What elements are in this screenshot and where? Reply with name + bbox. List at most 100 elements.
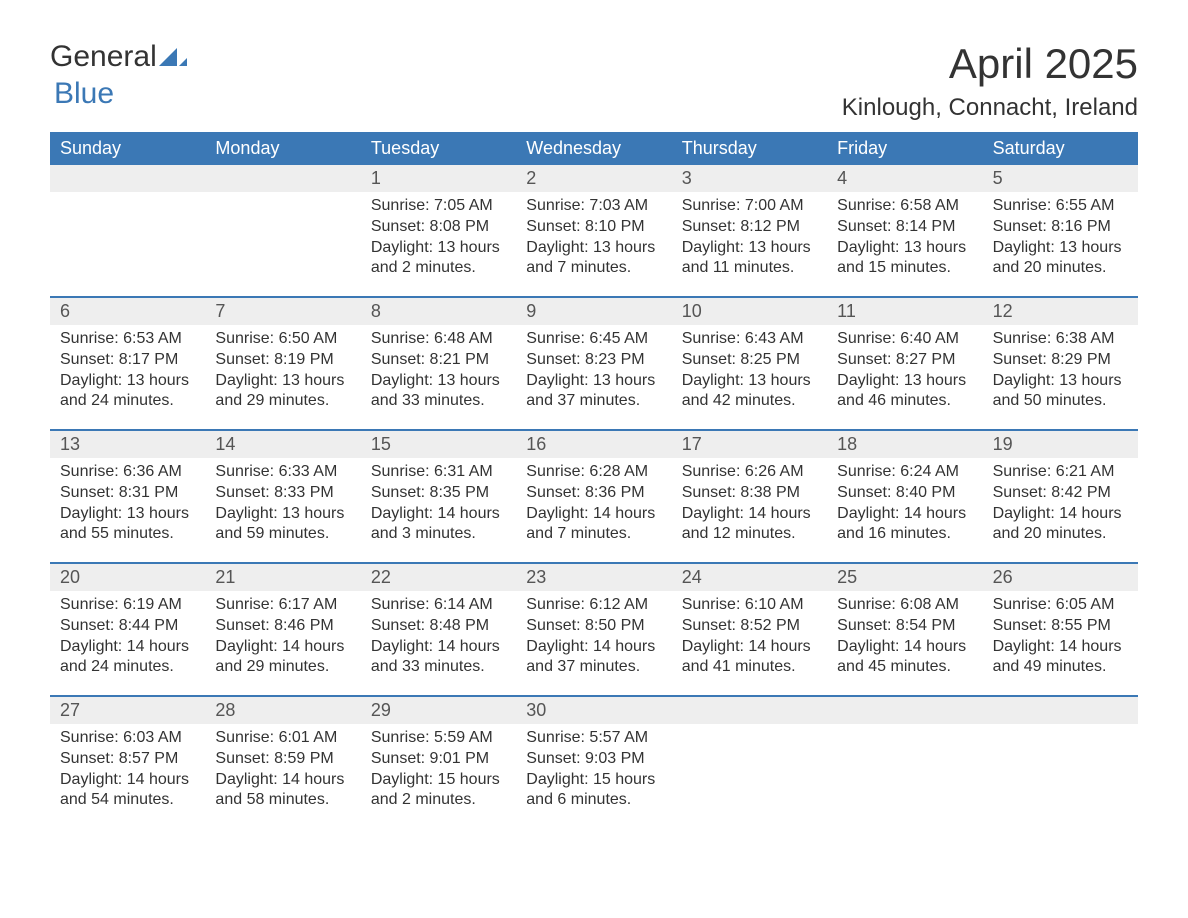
day-cell-line: Sunset: 8:36 PM	[526, 483, 661, 504]
calendar: Sunday Monday Tuesday Wednesday Thursday…	[50, 132, 1138, 828]
date-number: 3	[672, 165, 827, 192]
day-cell: Sunrise: 6:21 AMSunset: 8:42 PMDaylight:…	[983, 458, 1138, 562]
day-cell: Sunrise: 6:26 AMSunset: 8:38 PMDaylight:…	[672, 458, 827, 562]
day-cell-line: Daylight: 13 hours	[837, 371, 972, 392]
day-cell-line: Sunset: 8:33 PM	[215, 483, 350, 504]
day-cell-line: and 20 minutes.	[993, 524, 1128, 545]
weeks-container: 12345Sunrise: 7:05 AMSunset: 8:08 PMDayl…	[50, 165, 1138, 828]
date-number: 23	[516, 564, 671, 591]
date-number: 18	[827, 431, 982, 458]
week-row: 13141516171819Sunrise: 6:36 AMSunset: 8:…	[50, 429, 1138, 562]
day-cell-line: Sunset: 8:46 PM	[215, 616, 350, 637]
date-number: 8	[361, 298, 516, 325]
day-content-row: Sunrise: 7:05 AMSunset: 8:08 PMDaylight:…	[50, 192, 1138, 296]
day-cell: Sunrise: 6:43 AMSunset: 8:25 PMDaylight:…	[672, 325, 827, 429]
day-cell-line: Daylight: 13 hours	[993, 371, 1128, 392]
day-cell: Sunrise: 6:53 AMSunset: 8:17 PMDaylight:…	[50, 325, 205, 429]
day-cell	[672, 724, 827, 828]
day-cell-line: Daylight: 14 hours	[371, 504, 506, 525]
day-cell-line: Sunset: 8:10 PM	[526, 217, 661, 238]
date-number: 21	[205, 564, 360, 591]
weekday-header-row: Sunday Monday Tuesday Wednesday Thursday…	[50, 132, 1138, 165]
day-cell-line: Sunset: 8:12 PM	[682, 217, 817, 238]
day-cell-line: Daylight: 14 hours	[993, 504, 1128, 525]
day-cell	[50, 192, 205, 296]
date-number-row: 12345	[50, 165, 1138, 192]
day-cell-line: and 20 minutes.	[993, 258, 1128, 279]
day-cell-line: and 3 minutes.	[371, 524, 506, 545]
day-cell: Sunrise: 5:59 AMSunset: 9:01 PMDaylight:…	[361, 724, 516, 828]
day-cell: Sunrise: 6:58 AMSunset: 8:14 PMDaylight:…	[827, 192, 982, 296]
day-cell-line: Daylight: 13 hours	[526, 238, 661, 259]
day-cell-line: Sunrise: 6:33 AM	[215, 462, 350, 483]
day-content-row: Sunrise: 6:36 AMSunset: 8:31 PMDaylight:…	[50, 458, 1138, 562]
date-number: 15	[361, 431, 516, 458]
date-number: 5	[983, 165, 1138, 192]
day-cell-line: Daylight: 14 hours	[682, 504, 817, 525]
day-cell-line: Daylight: 14 hours	[371, 637, 506, 658]
logo-word-2: Blue	[54, 77, 114, 110]
day-content-row: Sunrise: 6:53 AMSunset: 8:17 PMDaylight:…	[50, 325, 1138, 429]
logo: General Blue	[50, 40, 187, 111]
date-number: 28	[205, 697, 360, 724]
date-number: 24	[672, 564, 827, 591]
date-number: 20	[50, 564, 205, 591]
date-number: 27	[50, 697, 205, 724]
day-cell-line: Sunrise: 6:48 AM	[371, 329, 506, 350]
day-cell-line: and 42 minutes.	[682, 391, 817, 412]
week-row: 6789101112Sunrise: 6:53 AMSunset: 8:17 P…	[50, 296, 1138, 429]
day-cell-line: and 6 minutes.	[526, 790, 661, 811]
day-cell-line: and 33 minutes.	[371, 657, 506, 678]
day-cell: Sunrise: 6:19 AMSunset: 8:44 PMDaylight:…	[50, 591, 205, 695]
day-cell-line: Sunset: 8:25 PM	[682, 350, 817, 371]
day-cell: Sunrise: 6:10 AMSunset: 8:52 PMDaylight:…	[672, 591, 827, 695]
day-cell: Sunrise: 6:01 AMSunset: 8:59 PMDaylight:…	[205, 724, 360, 828]
date-number: 2	[516, 165, 671, 192]
day-cell-line: Sunrise: 7:00 AM	[682, 196, 817, 217]
day-cell: Sunrise: 5:57 AMSunset: 9:03 PMDaylight:…	[516, 724, 671, 828]
day-cell-line: Sunrise: 6:14 AM	[371, 595, 506, 616]
day-cell-line: and 50 minutes.	[993, 391, 1128, 412]
date-number: 14	[205, 431, 360, 458]
day-cell: Sunrise: 6:38 AMSunset: 8:29 PMDaylight:…	[983, 325, 1138, 429]
day-cell: Sunrise: 6:33 AMSunset: 8:33 PMDaylight:…	[205, 458, 360, 562]
day-cell: Sunrise: 7:05 AMSunset: 8:08 PMDaylight:…	[361, 192, 516, 296]
day-cell-line: Daylight: 14 hours	[837, 637, 972, 658]
day-cell-line: Daylight: 13 hours	[682, 238, 817, 259]
day-cell-line: and 37 minutes.	[526, 657, 661, 678]
date-number: 10	[672, 298, 827, 325]
day-cell: Sunrise: 6:12 AMSunset: 8:50 PMDaylight:…	[516, 591, 671, 695]
day-cell-line: Sunrise: 6:21 AM	[993, 462, 1128, 483]
day-content-row: Sunrise: 6:03 AMSunset: 8:57 PMDaylight:…	[50, 724, 1138, 828]
day-cell-line: Daylight: 14 hours	[526, 504, 661, 525]
day-cell-line: Sunrise: 6:17 AM	[215, 595, 350, 616]
day-cell-line: Daylight: 13 hours	[60, 371, 195, 392]
day-cell-line: and 29 minutes.	[215, 391, 350, 412]
day-cell-line: Daylight: 13 hours	[993, 238, 1128, 259]
day-cell-line: Daylight: 15 hours	[371, 770, 506, 791]
day-cell	[983, 724, 1138, 828]
day-cell-line: Sunrise: 6:05 AM	[993, 595, 1128, 616]
day-cell-line: Daylight: 13 hours	[60, 504, 195, 525]
day-cell-line: and 12 minutes.	[682, 524, 817, 545]
day-cell-line: Daylight: 14 hours	[993, 637, 1128, 658]
day-cell-line: Sunrise: 6:12 AM	[526, 595, 661, 616]
date-number-row: 13141516171819	[50, 431, 1138, 458]
day-cell: Sunrise: 6:45 AMSunset: 8:23 PMDaylight:…	[516, 325, 671, 429]
date-number	[983, 697, 1138, 724]
day-cell-line: Sunset: 8:38 PM	[682, 483, 817, 504]
date-number: 26	[983, 564, 1138, 591]
day-cell-line: Sunrise: 6:40 AM	[837, 329, 972, 350]
date-number: 25	[827, 564, 982, 591]
day-cell-line: Sunset: 8:59 PM	[215, 749, 350, 770]
weekday-header: Thursday	[672, 132, 827, 165]
day-cell-line: Sunrise: 6:31 AM	[371, 462, 506, 483]
day-cell: Sunrise: 6:55 AMSunset: 8:16 PMDaylight:…	[983, 192, 1138, 296]
day-cell-line: Sunrise: 6:43 AM	[682, 329, 817, 350]
day-cell-line: Sunrise: 6:08 AM	[837, 595, 972, 616]
date-number-row: 6789101112	[50, 298, 1138, 325]
day-cell-line: and 7 minutes.	[526, 524, 661, 545]
weekday-header: Wednesday	[516, 132, 671, 165]
day-cell: Sunrise: 6:03 AMSunset: 8:57 PMDaylight:…	[50, 724, 205, 828]
date-number: 7	[205, 298, 360, 325]
